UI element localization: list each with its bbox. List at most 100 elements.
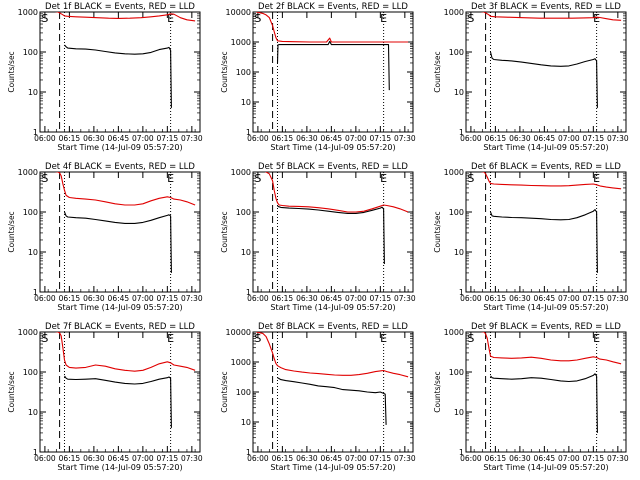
- y-tick-label: 1: [459, 128, 464, 137]
- x-tick-label: 06:15: [485, 454, 507, 463]
- x-tick-label: 07:15: [370, 454, 392, 463]
- series-group: [264, 172, 409, 265]
- x-tick-label: 07:00: [345, 134, 367, 143]
- x-tick-label: 07:30: [181, 454, 203, 463]
- x-tick-label: 06:30: [509, 454, 531, 463]
- panel-det-4: Det 4f BLACK = Events, RED = LLD 1 10 100 10…: [7, 162, 203, 312]
- y-tick-label: 10: [28, 248, 38, 257]
- series-line-lld: [480, 172, 622, 190]
- marker-e: E: [593, 332, 600, 345]
- y-tick-label: 100: [236, 388, 251, 397]
- series-group: [54, 332, 196, 428]
- x-tick-label: 06:30: [83, 134, 105, 143]
- x-tick-label: 07:00: [132, 294, 154, 303]
- x-tick-label: 06:30: [296, 454, 318, 463]
- x-tick-label: 06:15: [272, 454, 294, 463]
- series-line-lld: [54, 332, 196, 372]
- x-tick-label: 06:45: [108, 454, 130, 463]
- marker-e: E: [380, 12, 387, 25]
- x-tick-label: 06:00: [34, 134, 56, 143]
- y-axis-label: Counts/sec: [220, 211, 229, 252]
- marker-e: E: [380, 172, 387, 185]
- series-group: [54, 12, 196, 108]
- y-tick-label: 1000: [231, 38, 251, 47]
- series-line-lld: [54, 12, 196, 22]
- y-tick-label: 100: [236, 208, 251, 217]
- y-tick-label: 1: [33, 128, 38, 137]
- series-line-events: [489, 51, 598, 108]
- x-tick-label: 06:45: [108, 134, 130, 143]
- y-tick-label: 1: [246, 128, 251, 137]
- x-axis-label: Start Time (14-Jul-09 05:57:20): [57, 143, 182, 152]
- x-tick-label: 06:45: [534, 134, 556, 143]
- x-tick-label: 06:15: [59, 134, 81, 143]
- panel-det-9: Det 9f BLACK = Events, RED = LLD 1 10 100 10…: [433, 322, 629, 472]
- panel-det-5: Det 5f BLACK = Events, RED = LLD 1 10 100 10…: [220, 162, 416, 312]
- y-tick-label: 1: [246, 448, 251, 457]
- plot-frame: [465, 171, 627, 293]
- plot-title: Det 9f BLACK = Events, RED = LLD: [471, 322, 621, 332]
- y-tick-label: 1000: [444, 8, 464, 17]
- y-tick-label: 1000: [18, 168, 38, 177]
- x-tick-label: 07:00: [345, 294, 367, 303]
- marker-s: S: [467, 172, 474, 185]
- x-axis-label: Start Time (14-Jul-09 05:57:20): [483, 463, 608, 472]
- x-tick-label: 06:00: [34, 454, 56, 463]
- x-tick-label: 06:00: [247, 294, 269, 303]
- panel-det-2: Det 2f BLACK = Events, RED = LLD 1 10 100 10…: [220, 2, 416, 152]
- series-line-events: [64, 375, 172, 428]
- plot-title: Det 8f BLACK = Events, RED = LLD: [258, 322, 408, 332]
- series-line-events: [490, 373, 598, 433]
- x-tick-label: 06:00: [460, 294, 482, 303]
- x-tick-label: 07:30: [607, 454, 629, 463]
- x-tick-label: 07:15: [583, 454, 605, 463]
- panel-det-1: Det 1f BLACK = Events, RED = LLD 1 10 100 10…: [7, 2, 203, 152]
- x-tick-label: 07:15: [583, 294, 605, 303]
- series-group: [54, 172, 196, 273]
- x-tick-label: 06:30: [83, 454, 105, 463]
- y-tick-label: 10: [28, 408, 38, 417]
- y-axis-label: Counts/sec: [7, 211, 16, 252]
- x-tick-label: 06:15: [272, 134, 294, 143]
- x-tick-label: 07:00: [558, 294, 580, 303]
- y-tick-label: 100: [236, 68, 251, 77]
- y-tick-label: 10: [28, 88, 38, 97]
- plot-frame: [465, 11, 627, 133]
- series-line-lld: [256, 12, 409, 43]
- x-tick-label: 07:00: [558, 454, 580, 463]
- x-tick-label: 07:00: [558, 134, 580, 143]
- x-axis-label: Start Time (14-Jul-09 05:57:20): [270, 463, 395, 472]
- series-group: [256, 332, 409, 425]
- series-group: [480, 172, 622, 273]
- series-line-events: [277, 205, 385, 265]
- x-tick-label: 07:15: [157, 454, 179, 463]
- y-axis-label: Counts/sec: [220, 371, 229, 412]
- x-tick-label: 06:45: [321, 454, 343, 463]
- x-tick-label: 06:45: [534, 294, 556, 303]
- y-axis-label: Counts/sec: [433, 51, 442, 92]
- plot-title: Det 5f BLACK = Events, RED = LLD: [258, 162, 408, 172]
- x-tick-label: 07:30: [181, 134, 203, 143]
- marker-s: S: [41, 12, 48, 25]
- y-tick-label: 10: [454, 408, 464, 417]
- y-tick-label: 10000: [226, 328, 251, 337]
- x-tick-label: 06:15: [59, 294, 81, 303]
- marker-s: S: [254, 332, 261, 345]
- y-axis-label: Counts/sec: [433, 371, 442, 412]
- y-axis-label: Counts/sec: [433, 211, 442, 252]
- y-axis-label: Counts/sec: [7, 371, 16, 412]
- plot-frame: [39, 11, 201, 133]
- x-tick-label: 06:15: [485, 294, 507, 303]
- x-tick-label: 06:00: [460, 454, 482, 463]
- y-axis-label: Counts/sec: [220, 51, 229, 92]
- y-tick-label: 10: [454, 88, 464, 97]
- x-tick-label: 06:00: [247, 134, 269, 143]
- x-tick-label: 06:30: [296, 134, 318, 143]
- y-tick-label: 1: [459, 288, 464, 297]
- plot-frame: [252, 171, 414, 293]
- y-tick-label: 1000: [231, 358, 251, 367]
- x-tick-label: 06:15: [59, 454, 81, 463]
- y-tick-label: 1: [33, 288, 38, 297]
